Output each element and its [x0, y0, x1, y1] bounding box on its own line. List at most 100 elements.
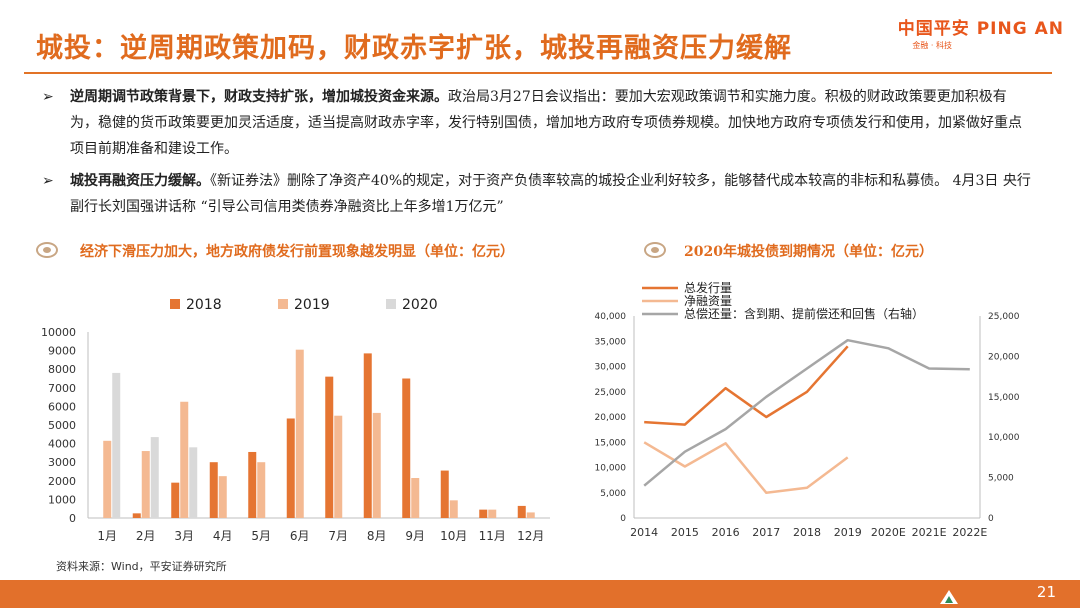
- right-tick-label: 25,000: [988, 312, 1020, 322]
- right-tick-label: 10,000: [988, 433, 1020, 443]
- x-tick-label: 2017: [752, 526, 780, 539]
- x-tick-label: 2016: [712, 526, 740, 539]
- bullet-arrow-icon: ➢: [42, 173, 54, 189]
- series-line-净融资量: [643, 441, 849, 495]
- bar-2019: [257, 462, 266, 518]
- x-tick-label: 2021E: [912, 526, 947, 539]
- series-line-总发行量: [644, 345, 849, 426]
- x-tick-label: 7月: [328, 529, 348, 543]
- bar-2019: [334, 415, 343, 518]
- left-tick-label: 35,000: [595, 337, 627, 347]
- bar-2018: [325, 376, 334, 518]
- left-tick-label: 25,000: [595, 388, 627, 398]
- legend-label-2018: 2018: [186, 297, 222, 313]
- bar-2019: [103, 440, 112, 518]
- logo-subtitle: 金融 · 科技: [912, 41, 952, 50]
- section-eye-icon: [36, 242, 58, 258]
- bullet-bold: 逆周期调节政策背景下，财政支持扩张，增加城投资金来源。: [70, 89, 448, 105]
- legend-swatch-2019: [278, 299, 288, 309]
- bar-2018: [248, 451, 257, 518]
- x-tick-label: 11月: [479, 529, 506, 543]
- x-tick-label: 2014: [630, 526, 658, 539]
- bar-2019: [180, 401, 189, 518]
- title-divider: [24, 72, 1052, 74]
- bar-2019: [488, 509, 497, 518]
- bar-2020: [150, 437, 159, 518]
- y-tick-label: 8000: [48, 363, 76, 376]
- y-tick-label: 7000: [48, 382, 76, 395]
- y-tick-label: 1000: [48, 493, 76, 506]
- y-tick-label: 2000: [48, 475, 76, 488]
- legend-label-2: 总偿还量：含到期、提前偿还和回售（右轴）: [684, 306, 924, 321]
- bullet-text: 《新证券法》删除了净资产40%的规定，对于资产负债率较高的城投企业利好较多，能够…: [70, 173, 1031, 215]
- bar-2018: [209, 462, 218, 518]
- right-tick-label: 0: [988, 514, 994, 524]
- bar-2019: [526, 512, 535, 518]
- bullet-arrow-icon: ➢: [42, 89, 54, 105]
- bar-2019: [295, 349, 304, 518]
- x-tick-label: 1月: [97, 529, 117, 543]
- bar-2018: [517, 505, 526, 518]
- x-tick-label: 6月: [290, 529, 310, 543]
- x-tick-label: 9月: [405, 529, 425, 543]
- x-tick-label: 2022E: [952, 526, 987, 539]
- bar-2019: [218, 476, 227, 518]
- y-tick-label: 5000: [48, 419, 76, 432]
- x-tick-label: 4月: [213, 529, 233, 543]
- bar-2020: [189, 447, 198, 518]
- legend-label-0: 总发行量: [684, 280, 732, 295]
- left-tick-label: 15,000: [595, 438, 627, 448]
- logo-mark-inner-icon: [945, 596, 953, 603]
- legend-swatch-2018: [170, 299, 180, 309]
- bar-2018: [440, 470, 449, 518]
- bar-2018: [363, 353, 372, 518]
- x-tick-label: 8月: [367, 529, 387, 543]
- bar-chart: 0 1000 2000 3000 4000 5000 6000 7000 8000 9000 100…: [41, 297, 550, 543]
- x-tick-label: 12月: [517, 529, 544, 543]
- logo-en: PING AN: [976, 19, 1064, 39]
- page-number: 21: [1036, 583, 1056, 601]
- line-chart: 0 5,000 10,000 15,000 20,000 25,000 30,000 35,0…: [595, 280, 1020, 539]
- y-tick-label: 6000: [48, 400, 76, 413]
- bullet-item: ➢ 逆周期调节政策背景下，财政支持扩张，增加城投资金来源。政治局3月27日会议指…: [42, 84, 1032, 162]
- bullet-text: 政治局3月27日会议指出：要加大宏观政策调节和实施力度。积极的财政政策要更加积极…: [70, 89, 1022, 157]
- y-tick-label: 9000: [48, 345, 76, 358]
- y-tick-label: 0: [69, 512, 76, 525]
- left-chart-title: 经济下滑压力加大，地方政府债发行前置现象越发明显（单位：亿元）: [80, 244, 514, 260]
- bar-2019: [141, 451, 150, 518]
- left-tick-label: 20,000: [595, 413, 627, 423]
- brand-logo: 中国平安 PING AN 金融 · 科技: [898, 14, 1064, 51]
- bar-2019: [411, 478, 420, 518]
- left-tick-label: 5,000: [600, 489, 626, 499]
- bar-2018: [286, 418, 295, 518]
- x-tick-label: 2月: [136, 529, 156, 543]
- x-tick-label: 5月: [251, 529, 271, 543]
- page-title: 城投：逆周期政策加码，财政赤字扩张，城投再融资压力缓解: [36, 33, 792, 64]
- legend-label-1: 净融资量: [684, 294, 732, 308]
- bar-2018: [171, 482, 180, 518]
- logo-cn: 中国平安: [897, 19, 970, 39]
- section-eye-icon: [644, 242, 666, 258]
- footer-bar: [0, 580, 1080, 608]
- legend-label-2019: 2019: [294, 297, 330, 313]
- left-tick-label: 30,000: [595, 363, 627, 373]
- right-chart-title: 2020年城投债到期情况（单位：亿元）: [684, 244, 933, 260]
- y-tick-label: 10000: [41, 326, 76, 339]
- y-tick-label: 4000: [48, 438, 76, 451]
- x-tick-label: 2015: [671, 526, 699, 539]
- source-note: 资料来源：Wind，平安证券研究所: [56, 560, 227, 573]
- left-tick-label: 40,000: [595, 312, 627, 322]
- series-line-总偿还量：含到期、提前偿还和回售（右轴）: [643, 338, 970, 487]
- left-tick-label: 0: [620, 514, 626, 524]
- right-tick-label: 15,000: [988, 393, 1020, 403]
- right-tick-label: 5,000: [988, 474, 1014, 484]
- x-tick-label: 2018: [793, 526, 821, 539]
- bar-2019: [372, 412, 381, 518]
- bullet-list: ➢ 逆周期调节政策背景下，财政支持扩张，增加城投资金来源。政治局3月27日会议指…: [42, 84, 1032, 226]
- left-tick-label: 10,000: [595, 464, 627, 474]
- x-tick-label: 3月: [174, 529, 194, 543]
- bar-2018: [479, 509, 488, 518]
- y-tick-label: 3000: [48, 456, 76, 469]
- bar-2018: [402, 378, 411, 518]
- bar-2019: [449, 500, 458, 518]
